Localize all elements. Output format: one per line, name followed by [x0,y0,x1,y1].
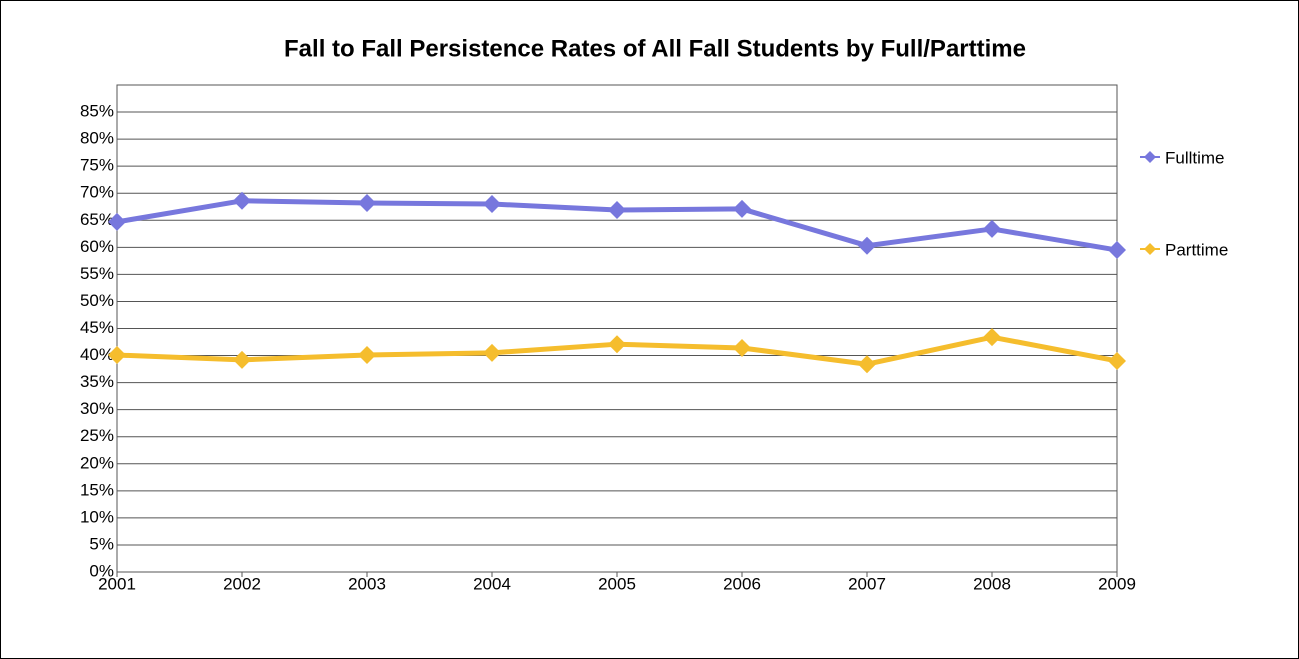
data-point [983,328,1001,347]
legend-label: Parttime [1165,240,1228,259]
y-tick-label: 70% [80,183,114,202]
data-point [733,199,751,218]
x-tick-label: 2009 [1098,574,1136,593]
x-tick-label: 2005 [598,574,636,593]
data-point [608,335,626,354]
y-tick-label: 80% [80,129,114,148]
y-tick-label: 30% [80,399,114,418]
data-point [233,350,251,369]
y-tick-label: 60% [80,237,114,256]
y-tick-label: 25% [80,426,114,445]
data-point [858,355,876,374]
y-tick-label: 20% [80,453,114,472]
y-tick-label: 85% [80,102,114,121]
legend-marker [1144,243,1156,255]
data-point [483,343,501,362]
data-point [108,346,126,365]
chart-title: Fall to Fall Persistence Rates of All Fa… [284,35,1026,62]
data-point [608,200,626,219]
y-tick-label: 75% [80,156,114,175]
y-tick-label: 15% [80,480,114,499]
y-tick-label: 65% [80,210,114,229]
y-tick-label: 5% [89,534,114,553]
y-tick-label: 0% [89,561,114,580]
y-tick-label: 35% [80,372,114,391]
legend-label: Fulltime [1165,148,1225,167]
x-tick-label: 2004 [473,574,511,593]
data-point [358,193,376,212]
data-point [983,219,1001,238]
data-point [733,338,751,357]
data-point [1108,241,1126,260]
data-point [1108,351,1126,370]
x-tick-label: 2002 [223,574,261,593]
y-tick-label: 50% [80,291,114,310]
data-point [483,195,501,214]
x-tick-label: 2008 [973,574,1011,593]
data-point [358,346,376,365]
y-tick-label: 10% [80,507,114,526]
y-tick-label: 40% [80,345,114,364]
y-tick-label: 45% [80,318,114,337]
x-tick-label: 2003 [348,574,386,593]
x-tick-label: 2006 [723,574,761,593]
data-point [233,191,251,210]
data-point [108,212,126,231]
data-point [858,236,876,255]
x-tick-label: 2001 [98,574,136,593]
x-tick-label: 2007 [848,574,886,593]
legend-marker [1144,151,1156,163]
y-tick-label: 55% [80,264,114,283]
